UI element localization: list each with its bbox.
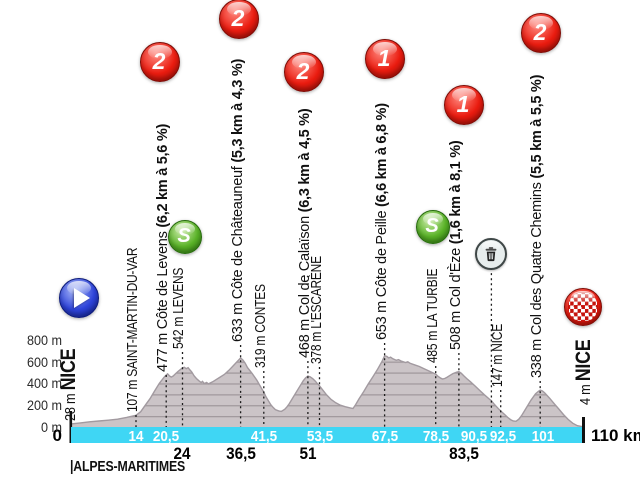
y-axis-tick [69,411,73,443]
finish-axis-tick [582,417,585,443]
elevation-outline [70,354,583,428]
elevation-area [71,355,582,427]
distance-bar [71,427,582,443]
